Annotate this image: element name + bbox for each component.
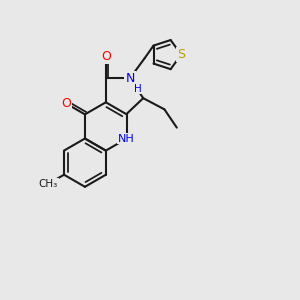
Text: O: O: [61, 97, 71, 110]
Text: O: O: [101, 50, 111, 63]
Text: NH: NH: [118, 134, 135, 143]
Text: CH₃: CH₃: [39, 179, 58, 189]
Text: N: N: [125, 72, 135, 85]
Text: S: S: [177, 48, 185, 61]
Text: H: H: [134, 84, 142, 94]
